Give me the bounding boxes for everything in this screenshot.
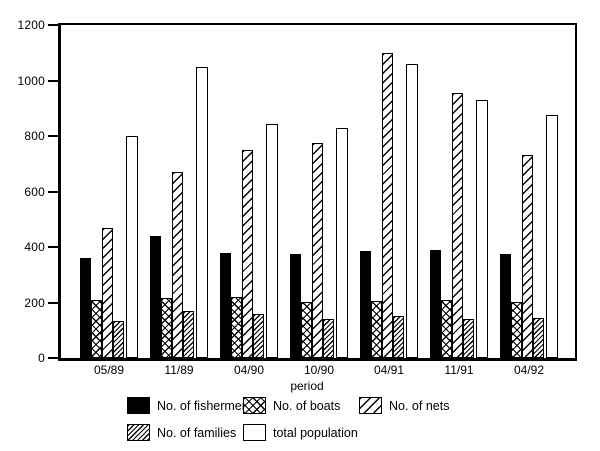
bar-group <box>430 93 488 358</box>
bar-diagonal-sparse <box>172 172 183 358</box>
bar-white <box>266 124 278 358</box>
bar-crosshatch <box>511 302 522 358</box>
bar-crosshatch <box>441 300 452 358</box>
x-tick-label: 05/89 <box>93 363 125 377</box>
y-tick-mark <box>48 190 58 193</box>
y-tick-mark <box>48 246 58 248</box>
bar-diagonal-sparse <box>312 143 323 358</box>
bar-crosshatch <box>371 301 382 358</box>
bar-crosshatch <box>91 300 102 358</box>
x-tick-label: 11/89 <box>164 363 194 377</box>
bar-white <box>406 64 418 358</box>
legend-swatch-solid-black <box>127 397 150 414</box>
legend-label: total population <box>273 425 358 440</box>
bar-diagonal-sparse <box>382 53 393 358</box>
legend-label: No. of fishermen <box>157 398 249 413</box>
legend-row-1: No. of fishermen No. of boats No. of nets <box>127 397 475 414</box>
bar-white <box>546 115 558 358</box>
bar-diagonal-dense <box>533 318 544 358</box>
bar-diagonal-sparse <box>522 155 533 358</box>
x-axis-title: period <box>290 379 324 393</box>
legend-item: No. of families <box>127 424 243 441</box>
legend-swatch-diagonal-dense <box>127 424 150 441</box>
legend-swatch-crosshatch <box>243 397 266 414</box>
legend-item: No. of boats <box>243 397 359 414</box>
bar-crosshatch <box>161 298 172 358</box>
y-tick-label: 200 <box>24 295 45 310</box>
y-tick-label: 0 <box>38 351 45 365</box>
bar-solid-black <box>80 258 91 358</box>
bar-group <box>220 124 278 358</box>
x-tick-label: 10/90 <box>303 363 335 377</box>
bar-white <box>476 100 488 358</box>
bar-white <box>336 128 348 358</box>
x-tick-label: 04/92 <box>513 363 545 377</box>
legend-swatch-diagonal-sparse <box>359 397 382 414</box>
y-tick-mark <box>48 135 58 137</box>
bar-white <box>126 136 138 358</box>
bar-group <box>360 53 418 358</box>
bar-solid-black <box>430 250 441 358</box>
bar-solid-black <box>220 253 231 358</box>
bar-group <box>80 136 138 358</box>
bar-solid-black <box>150 236 161 358</box>
bar-solid-black <box>500 254 511 358</box>
legend-item: total population <box>243 424 359 441</box>
y-tick-label: 1000 <box>17 73 45 88</box>
y-tick-label: 400 <box>24 240 45 254</box>
y-tick-label: 800 <box>24 129 45 143</box>
y-tick-label: 1200 <box>17 18 45 32</box>
y-tick-mark <box>48 301 58 304</box>
bar-crosshatch <box>231 297 242 358</box>
bar-diagonal-dense <box>463 319 474 358</box>
legend-item: No. of fishermen <box>127 397 249 414</box>
bar-diagonal-dense <box>183 311 194 358</box>
y-tick-mark <box>48 24 58 26</box>
y-tick-mark <box>48 79 58 82</box>
bar-diagonal-dense <box>253 314 264 358</box>
legend-label: No. of families <box>157 425 237 440</box>
bar-white <box>196 67 208 358</box>
bar-diagonal-sparse <box>242 150 253 358</box>
bar-group <box>150 67 208 358</box>
bar-solid-black <box>290 254 301 358</box>
bar-crosshatch <box>301 302 312 358</box>
legend-row-2: No. of families total population <box>127 424 359 441</box>
legend-label: No. of nets <box>389 398 450 413</box>
plot-area: 0 200 400 600 800 1000 1200 05/89 11/89 04/90 10/… <box>18 18 577 393</box>
bar-diagonal-sparse <box>102 228 113 358</box>
legend-swatch-white <box>243 424 266 441</box>
bar-group <box>500 115 558 358</box>
x-tick-label: 04/91 <box>373 363 405 377</box>
bar-diagonal-dense <box>323 319 334 358</box>
legend-item: No. of nets <box>359 397 475 414</box>
bar-diagonal-dense <box>393 316 404 358</box>
x-tick-label: 11/91 <box>444 363 474 377</box>
bar-solid-black <box>360 251 371 358</box>
legend-label: No. of boats <box>273 398 341 413</box>
x-tick-label: 04/90 <box>233 363 265 377</box>
bar-group <box>290 128 348 358</box>
bar-diagonal-sparse <box>452 93 463 358</box>
y-tick-label: 600 <box>24 184 45 199</box>
bar-diagonal-dense <box>113 321 124 358</box>
y-tick-mark <box>48 357 58 359</box>
